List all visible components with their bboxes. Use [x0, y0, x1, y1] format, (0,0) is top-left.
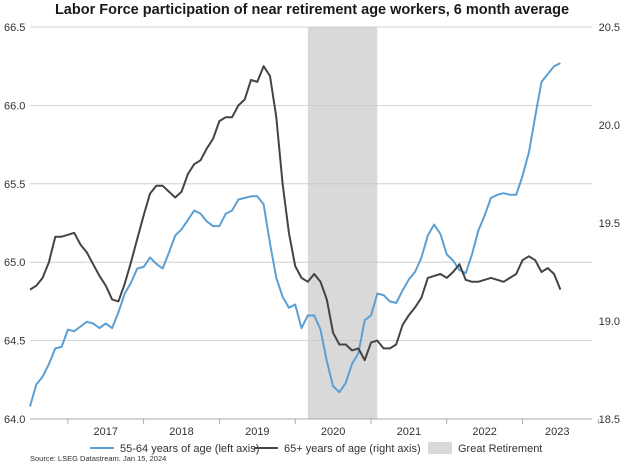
x-tick-label: 2019: [245, 426, 269, 438]
right-tick-label: 20.0: [599, 120, 620, 132]
axes-layer: 64.0 64.5 65.0 65.5 66.0 66.5 18.5 19.0 19.5 20.0…: [4, 22, 620, 438]
legend-label: Great Retirement: [458, 443, 542, 455]
left-tick-label: 64.0: [4, 414, 25, 426]
left-tick-label: 64.5: [4, 336, 25, 348]
series-line-65-plus: [29, 65, 562, 362]
great-retirement-shading: [307, 27, 378, 419]
left-tick-label: 65.5: [4, 179, 25, 191]
series-line-55-64: [29, 62, 561, 407]
left-tick-label: 65.0: [4, 257, 25, 269]
left-tick-label: 66.5: [4, 22, 25, 34]
x-tick-label: 2022: [472, 426, 496, 438]
series-layer: [29, 62, 562, 407]
left-tick-label: 66.0: [4, 100, 25, 112]
x-tick-label: 2017: [94, 426, 118, 438]
legend-label: 65+ years of age (right axis): [284, 443, 421, 455]
legend-swatch-area: [428, 442, 452, 454]
x-tick-label: 2021: [397, 426, 421, 438]
shaded-region-layer: [307, 27, 378, 419]
legend-label: 55-64 years of age (left axis): [120, 443, 259, 455]
right-tick-label: 19.5: [599, 218, 620, 230]
x-tick-label: 2023: [545, 426, 569, 438]
source-note: Source: LSEG Datastream. Jan 15, 2024: [30, 454, 167, 463]
right-tick-label: 20.5: [599, 22, 620, 34]
right-tick-label: 19.0: [599, 316, 620, 328]
x-tick-label: 2020: [321, 426, 345, 438]
right-tick-label: 18.5: [599, 414, 620, 426]
legend: 55-64 years of age (left axis) 65+ years …: [90, 442, 542, 455]
x-tick-label: 2018: [169, 426, 193, 438]
chart-title: Labor Force participation of near retire…: [54, 2, 570, 18]
